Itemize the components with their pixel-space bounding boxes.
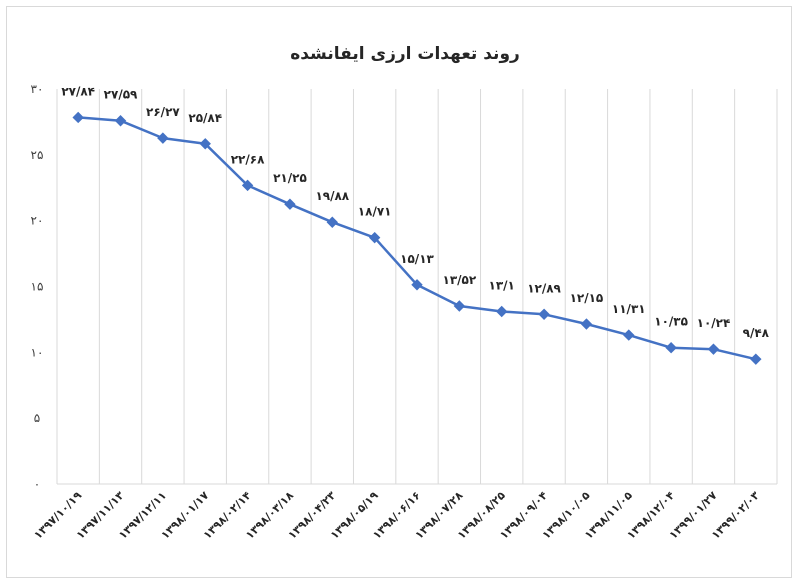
data-point [453,300,466,312]
data-label: ۱۲/۸۹ [527,281,561,295]
data-label: ۱۵/۱۳ [400,252,434,266]
y-tick-label: ۱۵ [31,280,44,294]
data-markers [72,111,762,365]
data-point [284,198,296,210]
data-label: ۹/۴۸ [743,326,770,340]
data-label: ۲۵/۸۴ [188,111,222,125]
data-point [368,231,381,244]
data-point [495,305,508,318]
data-labels: ۲۷/۸۴ ۲۷/۵۹ ۲۶/۲۷ ۲۵/۸۴ ۲۲/۶۸ ۲۱/۲۵ ۱۹/۸۸ ۱۸/۷۱… [61,84,769,340]
grid-lines [56,89,778,485]
data-label: ۲۷/۸۴ [61,84,95,98]
data-label: ۱۳/۱ [489,279,515,293]
data-label: ۱۰/۲۴ [697,316,731,330]
data-label: ۲۱/۲۵ [273,171,307,185]
y-tick-label: ۰ [34,477,40,491]
chart-frame: روند تعهدات ارزی ایفانشده ۰ ۵ ۱۰ ۱۵ ۲۰ ۲۵ ۳۰ ۱… [6,6,792,578]
data-point [157,132,169,144]
data-point [411,279,423,291]
data-point [665,342,677,354]
data-point [538,308,550,320]
y-tick-label: ۲۰ [31,214,44,228]
y-tick-label: ۱۰ [31,345,44,359]
data-label: ۲۷/۵۹ [104,88,138,102]
data-point [707,343,720,355]
data-label: ۱۳/۵۲ [443,273,477,287]
data-point [72,111,84,124]
data-label: ۱۱/۳۱ [612,302,646,316]
data-label: ۱۰/۳۵ [654,315,688,329]
data-point [199,138,211,150]
data-point [326,216,339,228]
y-axis-ticks: ۰ ۵ ۱۰ ۱۵ ۲۰ ۲۵ ۳۰ [31,82,44,491]
data-label: ۱۲/۱۵ [570,291,604,305]
data-point [241,179,254,192]
line-chart: روند تعهدات ارزی ایفانشده ۰ ۵ ۱۰ ۱۵ ۲۰ ۲۵ ۳۰ ۱… [31,44,778,542]
data-point [750,353,762,365]
data-label: ۱۹/۸۸ [315,189,349,203]
data-point [623,329,635,341]
data-label: ۱۸/۷۱ [358,205,392,219]
data-label: ۲۶/۲۷ [146,105,180,119]
data-point [114,115,127,127]
data-point [580,318,593,330]
data-label: ۲۲/۶۸ [231,152,265,166]
x-axis-ticks: ۱۳۹۷/۱۰/۱۹۱۳۹۷/۱۱/۱۳۱۳۹۷/۱۲/۱۱۱۳۹۸/۰۱/۱۷… [31,489,762,542]
y-tick-label: ۳۰ [31,82,44,96]
y-tick-label: ۲۵ [31,148,44,162]
chart-title: روند تعهدات ارزی ایفانشده [290,44,520,64]
y-tick-label: ۵ [34,411,40,425]
